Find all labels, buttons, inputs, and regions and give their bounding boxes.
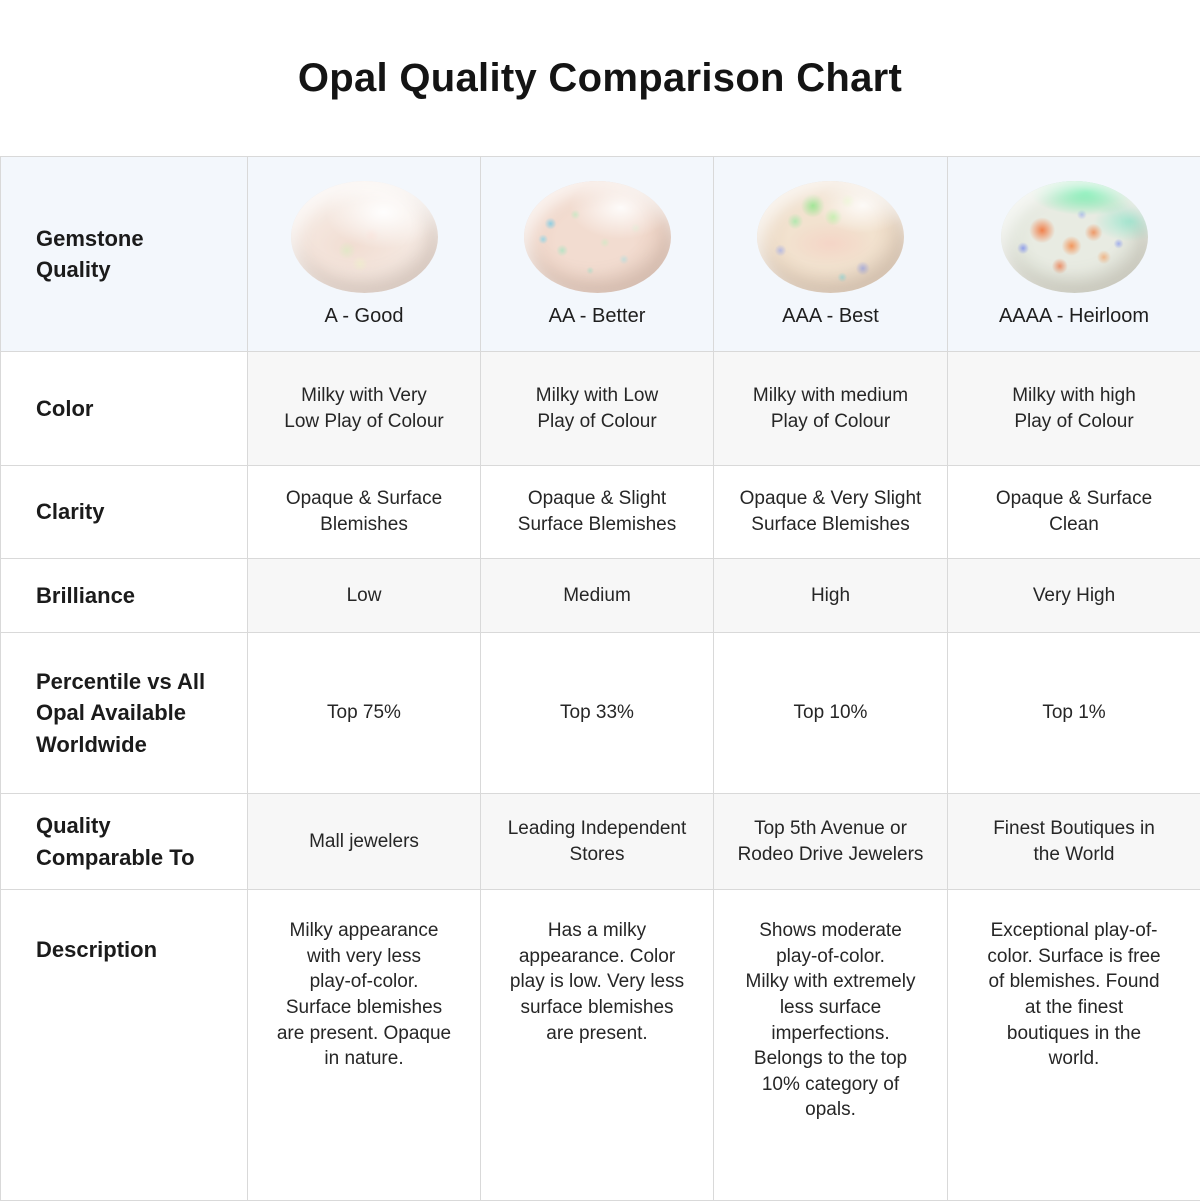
row-label-clarity: Clarity xyxy=(1,466,248,559)
cell-percentile-aaa: Top 10% xyxy=(714,633,948,794)
cell-description-a: Milky appearance with very less play-of-… xyxy=(248,890,481,1201)
opal-aaaa-heirloom-image xyxy=(1001,181,1148,293)
opal-comparison-table: Gemstone Quality A - Good AA - Better AA… xyxy=(0,156,1200,1201)
cell-clarity-aaa: Opaque & Very Slight Surface Blemishes xyxy=(714,466,948,559)
cell-clarity-aa: Opaque & Slight Surface Blemishes xyxy=(481,466,714,559)
table-row-quality-comparable-to: Quality Comparable To Mall jewelers Lead… xyxy=(1,794,1200,890)
cell-comparable-aaa: Top 5th Avenue or Rodeo Drive Jewelers xyxy=(714,794,948,890)
row-label-description: Description xyxy=(1,890,248,1201)
table-row-brilliance: Brilliance Low Medium High Very High xyxy=(1,559,1200,633)
table-row-clarity: Clarity Opaque & Surface Blemishes Opaqu… xyxy=(1,466,1200,559)
grade-label-a-good: A - Good xyxy=(249,305,479,328)
title-bar: Opal Quality Comparison Chart xyxy=(0,0,1200,156)
cell-comparable-a: Mall jewelers xyxy=(248,794,481,890)
cell-color-aaa: Milky with medium Play of Colour xyxy=(714,352,948,466)
cell-clarity-a: Opaque & Surface Blemishes xyxy=(248,466,481,559)
cell-description-aa: Has a milky appearance. Color play is lo… xyxy=(481,890,714,1201)
grade-label-aaaa-heirloom: AAAA - Heirloom xyxy=(949,305,1199,328)
grade-label-aaa-best: AAA - Best xyxy=(715,305,946,328)
cell-comparable-aa: Leading Independent Stores xyxy=(481,794,714,890)
row-label-quality-comparable-to: Quality Comparable To xyxy=(1,794,248,890)
cell-color-a: Milky with Very Low Play of Colour xyxy=(248,352,481,466)
row-label-color: Color xyxy=(1,352,248,466)
grade-column-aaa-best: AAA - Best xyxy=(714,157,948,352)
cell-description-aaa: Shows moderate play-of-color. Milky with… xyxy=(714,890,948,1201)
cell-percentile-a: Top 75% xyxy=(248,633,481,794)
cell-color-aaaa: Milky with high Play of Colour xyxy=(948,352,1200,466)
table-row-color: Color Milky with Very Low Play of Colour… xyxy=(1,352,1200,466)
grade-column-aa-better: AA - Better xyxy=(481,157,714,352)
cell-percentile-aaaa: Top 1% xyxy=(948,633,1200,794)
grade-column-aaaa-heirloom: AAAA - Heirloom xyxy=(948,157,1200,352)
cell-clarity-aaaa: Opaque & Surface Clean xyxy=(948,466,1200,559)
cell-brilliance-aa: Medium xyxy=(481,559,714,633)
opal-aa-better-image xyxy=(524,181,671,293)
table-row-gemstone-quality: Gemstone Quality A - Good AA - Better AA… xyxy=(1,157,1200,352)
row-label-brilliance: Brilliance xyxy=(1,559,248,633)
row-label-percentile: Percentile vs All Opal Available Worldwi… xyxy=(1,633,248,794)
grade-label-aa-better: AA - Better xyxy=(482,305,712,328)
cell-description-aaaa: Exceptional play-of- color. Surface is f… xyxy=(948,890,1200,1201)
cell-comparable-aaaa: Finest Boutiques in the World xyxy=(948,794,1200,890)
cell-brilliance-a: Low xyxy=(248,559,481,633)
opal-a-good-image xyxy=(291,181,438,293)
cell-percentile-aa: Top 33% xyxy=(481,633,714,794)
grade-column-a-good: A - Good xyxy=(248,157,481,352)
cell-color-aa: Milky with Low Play of Colour xyxy=(481,352,714,466)
row-label-gemstone-quality: Gemstone Quality xyxy=(1,157,248,352)
cell-brilliance-aaaa: Very High xyxy=(948,559,1200,633)
cell-brilliance-aaa: High xyxy=(714,559,948,633)
table-row-percentile: Percentile vs All Opal Available Worldwi… xyxy=(1,633,1200,794)
page-title: Opal Quality Comparison Chart xyxy=(298,56,902,101)
opal-aaa-best-image xyxy=(757,181,904,293)
table-row-description: Description Milky appearance with very l… xyxy=(1,890,1200,1201)
